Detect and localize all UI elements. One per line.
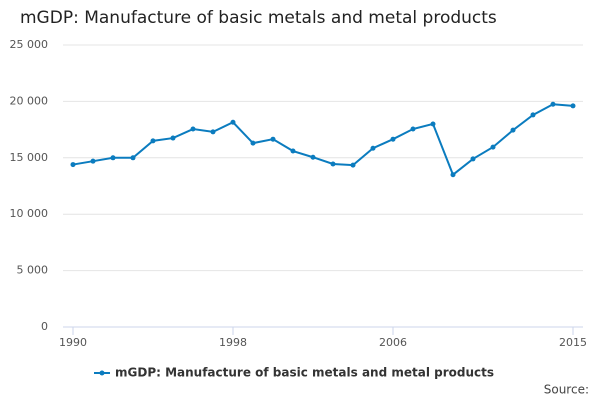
point [330,161,336,167]
point [150,138,156,144]
point [290,148,296,154]
point [430,121,436,127]
point [190,126,196,132]
point [90,158,96,164]
line [72,103,574,177]
point [490,144,496,150]
point [570,103,576,109]
point [350,162,356,168]
point [450,172,456,178]
point [370,145,376,151]
y-tick-label: 25 000 [10,38,49,51]
point [410,126,416,132]
legend-marker [99,370,105,376]
x-tick-label: 1990 [59,336,87,349]
point [390,136,396,142]
source: Source: [544,383,589,397]
x-tick-label: 1998 [219,336,247,349]
legend-label: mGDP: Manufacture of basic metals and me… [115,366,494,380]
y-tick-label: 5 000 [17,264,49,277]
point [510,127,516,133]
chart-title: mGDP: Manufacture of basic metals and me… [20,8,497,28]
point [250,140,256,146]
point [230,119,236,125]
point [170,135,176,141]
point [310,154,316,160]
x-tick-label: 2015 [559,336,587,349]
point [470,156,476,162]
x-tick-label: 2006 [379,336,407,349]
point [550,101,556,107]
point [130,155,136,161]
point [70,162,76,168]
point [530,112,536,118]
y-tick-label: 0 [41,320,48,333]
point [210,129,216,135]
y-tick-label: 15 000 [10,151,49,164]
y-tick-label: 20 000 [10,94,49,107]
point [110,155,116,161]
y-tick-label: 10 000 [10,207,49,220]
point [270,136,276,142]
